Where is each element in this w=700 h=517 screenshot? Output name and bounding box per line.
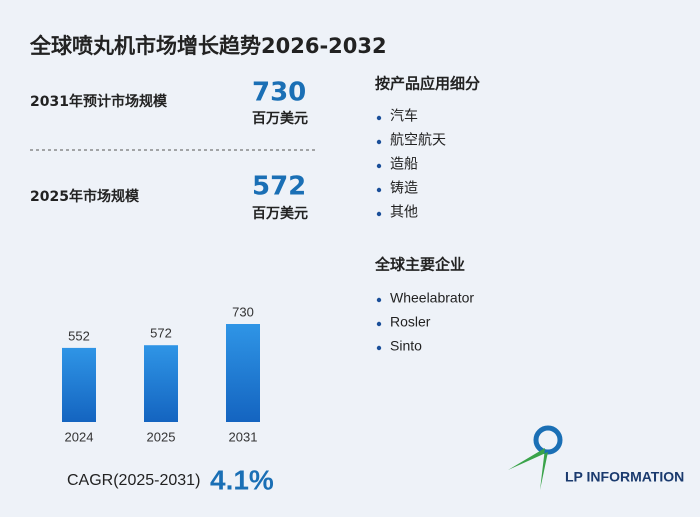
bullet bbox=[376, 115, 382, 121]
value-label: 572 bbox=[150, 326, 172, 341]
list-item: 铸造 bbox=[390, 180, 418, 196]
cagr-value: 4.1% bbox=[210, 464, 274, 495]
list-item: 造船 bbox=[390, 156, 418, 172]
stat-unit: 百万美元 bbox=[252, 205, 308, 222]
logo-arrow bbox=[508, 448, 548, 490]
x-tick-label: 2025 bbox=[147, 429, 176, 444]
stat-label: 2031年预计市场规模 bbox=[30, 93, 168, 110]
cagr-label: CAGR(2025-2031) bbox=[67, 472, 200, 489]
section-title: 全球主要企业 bbox=[374, 256, 465, 274]
list-item: 其他 bbox=[390, 204, 418, 220]
value-label: 552 bbox=[68, 328, 90, 343]
bullet bbox=[376, 139, 382, 145]
bar bbox=[144, 345, 178, 422]
list-item: Sinto bbox=[390, 338, 422, 354]
bullet bbox=[376, 321, 382, 327]
stat-unit: 百万美元 bbox=[252, 110, 308, 127]
logo-text: LP INFORMATION bbox=[565, 469, 684, 485]
bullet bbox=[376, 211, 382, 217]
logo: LP INFORMATION bbox=[508, 425, 684, 490]
list-item: 汽车 bbox=[390, 108, 418, 124]
list-item: 航空航天 bbox=[390, 132, 446, 148]
value-label: 730 bbox=[232, 304, 254, 319]
page-title: 全球喷丸机市场增长趋势2026-2032 bbox=[29, 34, 387, 58]
bullet bbox=[376, 187, 382, 193]
bullet bbox=[376, 297, 382, 303]
x-tick-label: 2031 bbox=[229, 429, 258, 444]
section-title: 按产品应用细分 bbox=[375, 75, 480, 93]
x-tick-label: 2024 bbox=[65, 429, 94, 444]
stat-value: 572 bbox=[252, 172, 306, 202]
bar bbox=[226, 324, 260, 422]
bullet bbox=[376, 345, 382, 351]
bullet bbox=[376, 163, 382, 169]
list-item: Rosler bbox=[390, 314, 431, 330]
stat-value: 730 bbox=[252, 78, 306, 108]
bar bbox=[62, 347, 96, 422]
stat-label: 2025年市场规模 bbox=[30, 188, 140, 205]
list-item: Wheelabrator bbox=[390, 290, 474, 306]
